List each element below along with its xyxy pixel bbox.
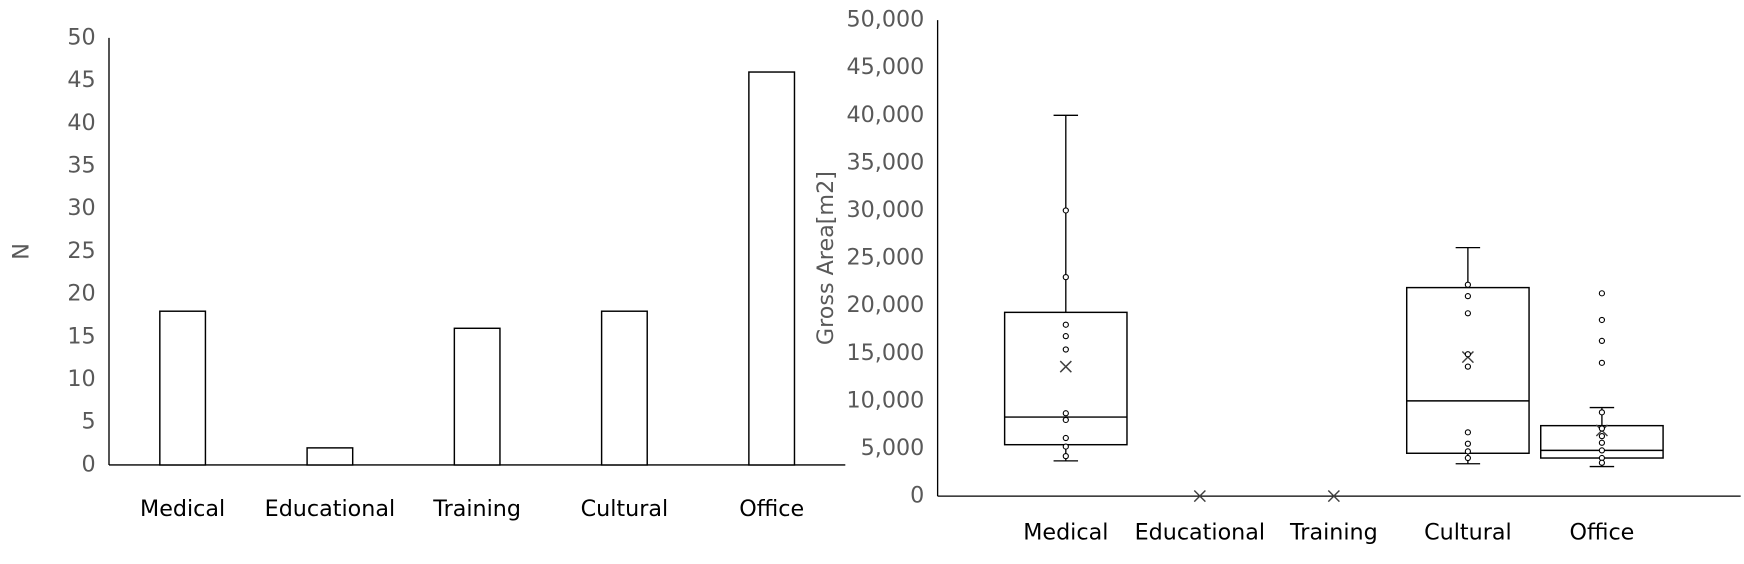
outlier-point — [1062, 346, 1069, 353]
box — [1003, 311, 1128, 446]
outlier-point — [1598, 439, 1606, 446]
y-tick-label: 35,000 — [846, 149, 924, 175]
x-tick-label: Training — [1289, 519, 1378, 545]
bar — [453, 327, 501, 466]
bar — [748, 71, 796, 466]
outlier-point — [1464, 310, 1471, 317]
y-tick-label: 0 — [910, 483, 924, 509]
bar — [159, 310, 207, 466]
outlier-point — [1062, 410, 1069, 417]
y-tick-label: 40,000 — [846, 102, 924, 128]
x-tick-label: Cultural — [1424, 519, 1512, 545]
mean-marker — [1059, 360, 1072, 373]
y-tick-label: 25 — [67, 238, 95, 264]
x-tick-label: Office — [1569, 519, 1634, 545]
y-tick-label: 50 — [67, 24, 95, 50]
outlier-point — [1062, 434, 1069, 442]
outlier-point — [1598, 359, 1606, 366]
outlier-point — [1464, 281, 1471, 288]
outlier-point — [1062, 416, 1069, 424]
y-tick-label: 5,000 — [861, 435, 925, 461]
outlier-point — [1062, 274, 1069, 281]
outlier-point — [1464, 293, 1471, 300]
y-tick-label: 30,000 — [846, 197, 924, 223]
y-tick-label: 10,000 — [846, 387, 924, 413]
y-tick-label: 30 — [67, 195, 95, 221]
outlier-point — [1598, 447, 1606, 454]
mean-marker — [1327, 490, 1340, 503]
outlier-point — [1062, 207, 1069, 214]
bar — [600, 310, 648, 466]
y-tick-label: 20,000 — [846, 292, 924, 318]
y-tick-label: 40 — [67, 110, 95, 136]
y-tick-label: 15,000 — [846, 340, 924, 366]
y-tick-label: 50,000 — [846, 7, 924, 33]
bar — [306, 447, 354, 466]
mean-marker — [1193, 490, 1206, 503]
outlier-point — [1464, 351, 1471, 358]
y-tick-label: 0 — [81, 451, 95, 477]
outlier-point — [1464, 448, 1471, 455]
y-tick-label: 20 — [67, 281, 95, 307]
y-tick-label: 25,000 — [846, 245, 924, 271]
outlier-point — [1464, 363, 1471, 370]
y-tick-label: 5 — [81, 409, 95, 435]
outlier-point — [1598, 459, 1606, 466]
y-axis-title: Gross Area[m2] — [813, 171, 839, 345]
outlier-point — [1598, 425, 1606, 432]
outlier-point — [1062, 321, 1069, 328]
y-axis-title: N — [9, 243, 35, 260]
outlier-point — [1464, 454, 1471, 462]
y-tick-label: 45,000 — [846, 54, 924, 80]
x-tick-label: Medical — [140, 496, 225, 522]
y-tick-label: 10 — [67, 366, 95, 392]
outlier-point — [1598, 290, 1606, 297]
x-tick-label: Cultural — [581, 496, 669, 522]
y-tick-label: 45 — [67, 67, 95, 93]
x-tick-label: Educational — [1135, 519, 1266, 545]
outlier-point — [1598, 337, 1606, 345]
outlier-point — [1598, 409, 1606, 416]
outlier-point — [1062, 333, 1069, 340]
x-tick-label: Training — [432, 496, 521, 522]
outlier-point — [1464, 440, 1471, 447]
x-tick-label: Office — [739, 496, 804, 522]
outlier-point — [1062, 443, 1069, 450]
outlier-point — [1062, 453, 1069, 460]
outlier-point — [1464, 429, 1471, 436]
x-tick-label: Medical — [1023, 519, 1108, 545]
outlier-point — [1598, 316, 1606, 324]
outlier-point — [1598, 433, 1606, 440]
y-tick-label: 35 — [67, 152, 95, 178]
x-tick-label: Educational — [265, 496, 396, 522]
y-tick-label: 15 — [67, 323, 95, 349]
